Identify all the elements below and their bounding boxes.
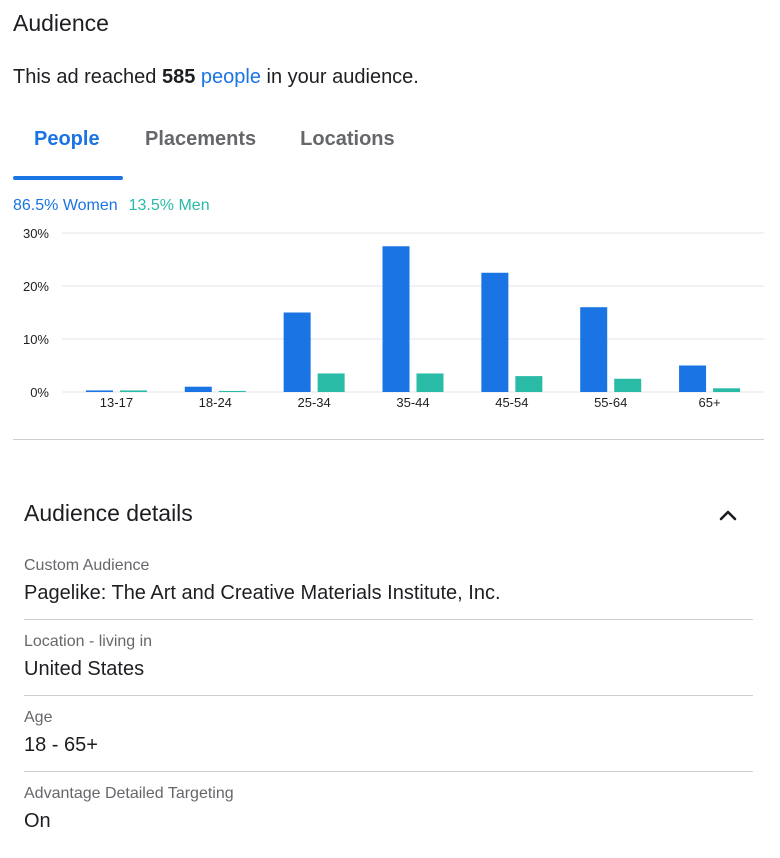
- bar-men: [317, 373, 345, 392]
- tab-placements[interactable]: Placements: [145, 128, 257, 150]
- x-tick-label: 25-34: [298, 395, 331, 410]
- legend-women: 86.5% Women: [13, 197, 118, 214]
- bar-women: [382, 246, 410, 392]
- field-label: Advantage Detailed Targeting: [24, 785, 234, 802]
- section-divider: [13, 439, 764, 440]
- age-field: Age 18 - 65+: [24, 709, 753, 772]
- people-link[interactable]: people: [200, 66, 261, 88]
- reach-count: 585: [161, 66, 196, 88]
- field-label: Custom Audience: [24, 557, 150, 574]
- field-value: Pagelike: The Art and Creative Materials…: [24, 582, 501, 604]
- y-tick-label: 10%: [23, 332, 49, 347]
- reach-prefix: This ad reached: [13, 66, 162, 88]
- bar-women: [481, 272, 509, 392]
- field-value: 18 - 65+: [24, 734, 98, 756]
- field-label: Age: [24, 709, 53, 726]
- tab-locations[interactable]: Locations: [300, 128, 395, 150]
- bar-men: [515, 376, 543, 392]
- field-value: United States: [24, 658, 145, 680]
- audience-details-title: Audience details: [24, 500, 193, 526]
- detailed-targeting-field: Advantage Detailed Targeting On: [24, 785, 753, 847]
- bar-men: [218, 390, 246, 392]
- reach-suffix: in your audience.: [260, 66, 419, 88]
- bar-women: [85, 390, 113, 392]
- bar-men: [119, 390, 147, 392]
- chevron-up-icon[interactable]: [714, 502, 742, 530]
- x-tick-label: 13-17: [100, 395, 133, 410]
- x-tick-label: 35-44: [396, 395, 429, 410]
- tab-bar: People Placements Locations: [13, 118, 417, 180]
- location-field: Location - living in United States: [24, 633, 753, 696]
- legend-men: 13.5% Men: [128, 197, 210, 214]
- bar-men: [713, 388, 741, 392]
- page-title: Audience: [13, 10, 109, 36]
- y-tick-label: 20%: [23, 279, 49, 294]
- x-tick-label: 55-64: [594, 395, 627, 410]
- x-tick-label: 45-54: [495, 395, 528, 410]
- tab-people[interactable]: People: [13, 118, 123, 180]
- bar-women: [283, 312, 311, 392]
- bar-women: [184, 386, 212, 392]
- x-tick-label: 65+: [699, 395, 721, 410]
- bar-women: [679, 365, 707, 392]
- field-value: On: [24, 810, 51, 832]
- age-gender-bar-chart: 30% 20% 10% 0% 13-17 18-24 25-34 35-44 45-54 55-6…: [23, 226, 764, 410]
- bar-men: [416, 373, 444, 392]
- reach-summary: This ad reached 585 people in your audie…: [13, 66, 419, 89]
- bar-men: [614, 378, 642, 392]
- bar-women: [580, 307, 608, 392]
- y-tick-label: 30%: [23, 226, 49, 241]
- x-tick-label: 18-24: [199, 395, 232, 410]
- y-tick-label: 0%: [30, 385, 49, 400]
- gender-legend: 86.5% Women 13.5% Men: [13, 197, 210, 215]
- field-label: Location - living in: [24, 633, 153, 650]
- custom-audience-field: Custom Audience Pagelike: The Art and Cr…: [24, 557, 753, 620]
